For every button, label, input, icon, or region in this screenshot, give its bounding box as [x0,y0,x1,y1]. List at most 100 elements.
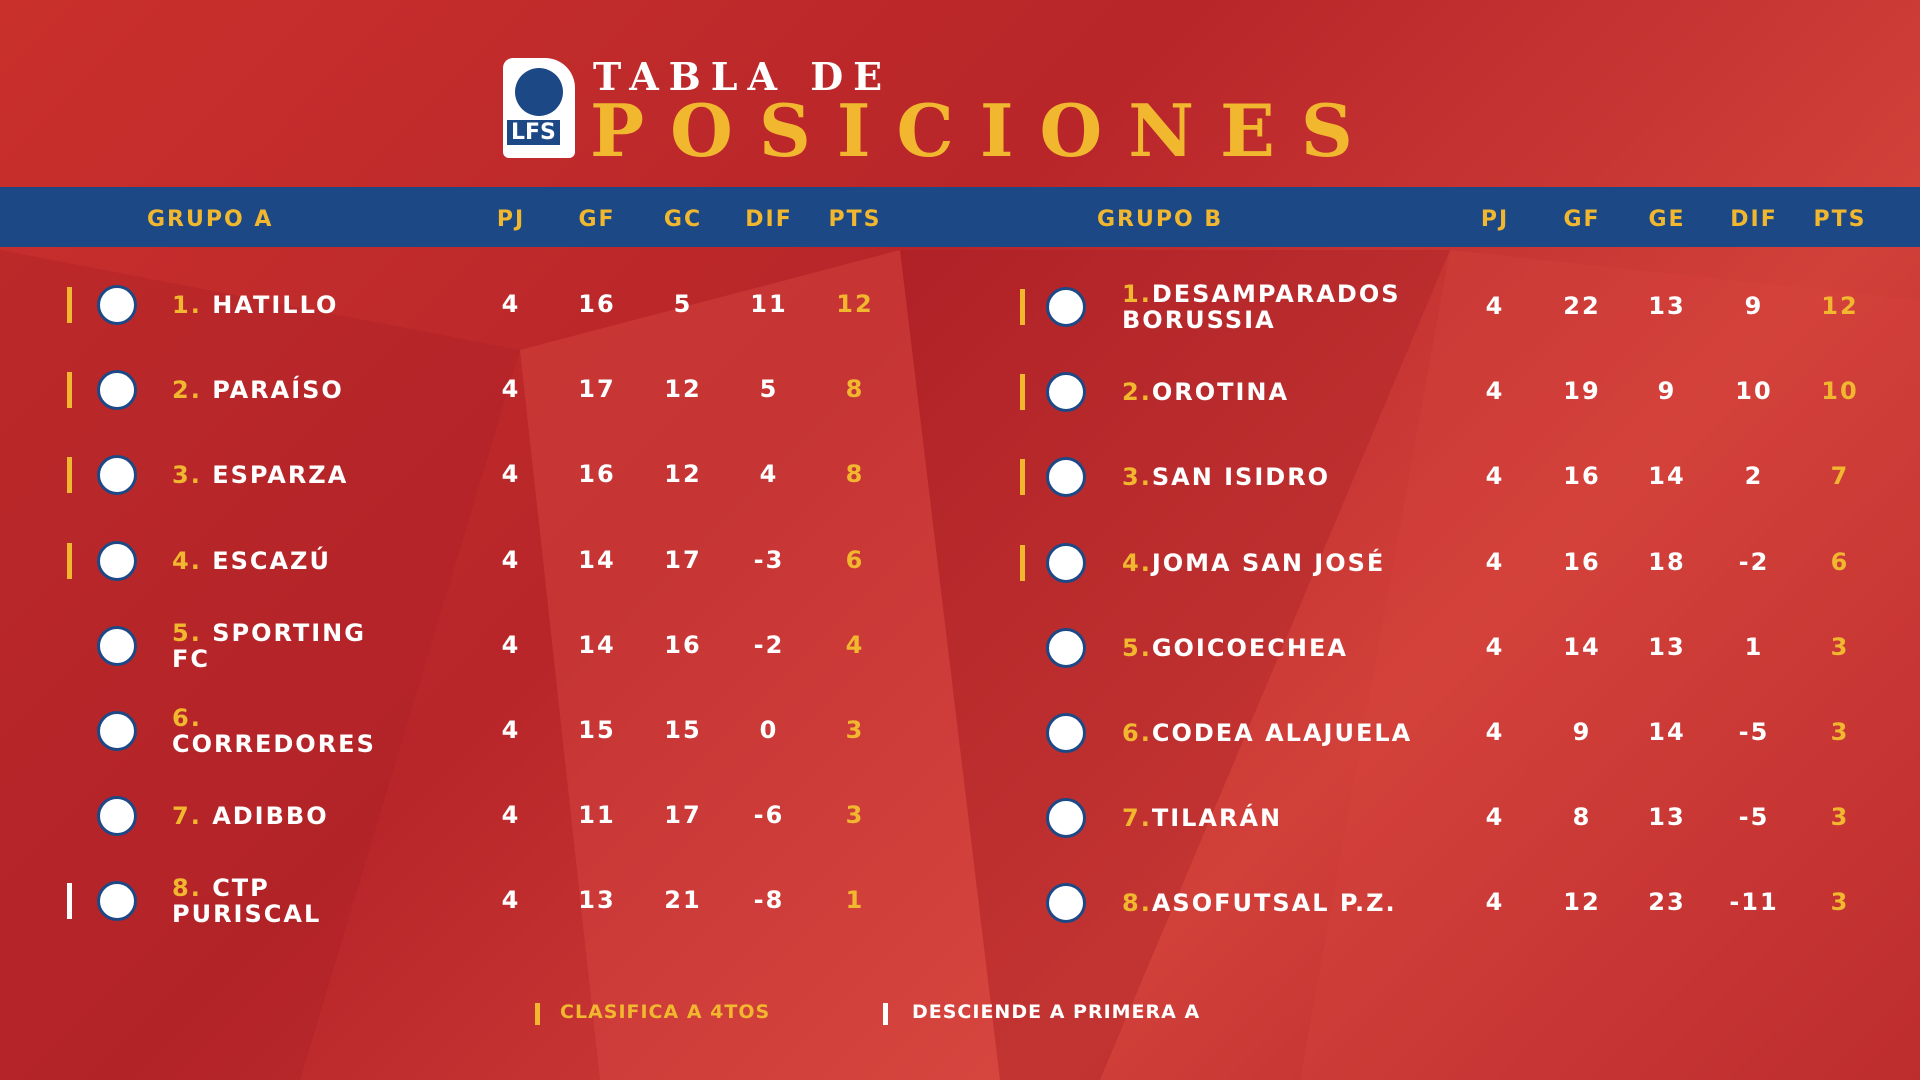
stat: 6 [845,545,865,574]
team-label: SAN ISIDRO [1151,463,1331,492]
team-name: 3. ESPARZA [172,462,348,488]
team-rank: 5. [172,618,202,647]
row-marker [67,457,72,494]
stat: 5 [673,290,693,318]
logo: LFS [503,58,575,158]
stat: 11 [578,801,616,830]
stat: 13 [578,886,616,915]
team-rank: 8. [1122,889,1152,918]
stat: -3 [753,545,785,574]
team-name: 2.OROTINA [1122,379,1289,405]
stat: 8 [1572,803,1592,832]
stat: 16 [578,460,616,489]
group-title: GRUPO A [147,207,274,232]
team-rank: 6. [172,704,202,732]
stat: 22 [1563,292,1601,320]
team-label: TILARÁN [1151,804,1283,833]
row-marker [67,883,72,920]
team-logo [97,285,137,325]
team-label: ASOFUTSAL P.Z. [1151,889,1397,918]
stat: 3 [1830,888,1850,917]
stat: 3 [845,801,865,830]
stat: 4 [1485,632,1505,661]
team-logo [1046,542,1086,583]
team-label: ADIBBO [212,802,329,831]
column-header: PJ [1480,207,1510,232]
team-name: 8.ASOFUTSAL P.Z. [1122,890,1397,916]
column-header: PJ [496,207,526,232]
team-name: 7.TILARÁN [1122,805,1282,831]
team-logo [97,625,137,666]
stat: 16 [664,630,702,659]
stat: 13 [1648,803,1686,832]
team-name: 6. CORREDORES [172,705,412,757]
team-logo [97,455,137,496]
team-label: CORREDORES [172,730,376,758]
column-header: GF [1563,207,1601,232]
row-marker [67,542,72,579]
team-name: 5.GOICOECHEA [1122,635,1348,661]
stat: 12 [1821,292,1859,320]
column-header: PTS [1813,207,1867,232]
stat: 14 [578,630,616,659]
stat: 16 [578,290,616,318]
stat: -8 [753,886,785,915]
column-header: GF [578,207,616,232]
stat: 3 [1830,632,1850,661]
team-rank: 4. [172,546,202,575]
stat: -5 [1738,718,1770,746]
legend-label: CLASIFICA A 4TOS [560,1001,771,1023]
stat: 4 [1485,547,1505,576]
column-header: PTS [828,207,882,232]
team-name: 1. HATILLO [172,292,338,318]
stat: 7 [1830,462,1850,491]
team-label: OROTINA [1151,378,1290,407]
header-bar [0,187,1920,247]
stat: 2 [1744,462,1764,491]
legend-marker [535,1003,540,1025]
stat: 21 [664,886,702,915]
team-name: 6.CODEA ALAJUELA [1122,720,1412,746]
stat: 4 [501,630,521,659]
logo-text: LFS [507,120,560,145]
stat: 4 [501,545,521,574]
stat: -6 [753,801,785,830]
stat: 4 [501,801,521,830]
team-logo [97,796,137,837]
stat: 4 [501,716,521,744]
stat: 18 [1648,547,1686,576]
stat: 15 [578,716,616,744]
team-name: 4. ESCAZÚ [172,548,331,574]
stat: 4 [501,290,521,318]
stat: 9 [1657,377,1677,406]
stat: 12 [664,375,702,404]
column-header: DIF [1730,207,1778,232]
stat: 19 [1563,377,1601,406]
stat: 16 [1563,462,1601,491]
team-rank: 2. [1122,378,1152,407]
stat: 17 [578,375,616,404]
row-marker [1020,459,1025,496]
legend-marker [883,1003,888,1025]
team-rank: 6. [1122,719,1152,747]
stat: 8 [845,460,865,489]
team-logo [97,370,137,411]
team-label: SPORTING FC [172,618,366,673]
team-label: GOICOECHEA [1151,633,1348,662]
stat: 3 [1830,718,1850,746]
team-rank: 3. [172,461,202,490]
team-rank: 3. [1122,463,1152,492]
title-main: POSICIONES [590,88,1379,173]
stat: 1 [1744,632,1764,661]
team-name: 4.JOMA SAN JOSÉ [1122,550,1385,576]
stat: 8 [845,375,865,404]
column-header: DIF [745,207,793,232]
team-name: 2. PARAÍSO [172,377,344,403]
stat: 1 [845,886,865,915]
team-name: 8. CTP PURISCAL [172,875,412,927]
stat: 12 [664,460,702,489]
team-logo [97,881,137,922]
stat: 4 [1485,292,1505,320]
team-logo [1046,287,1086,327]
